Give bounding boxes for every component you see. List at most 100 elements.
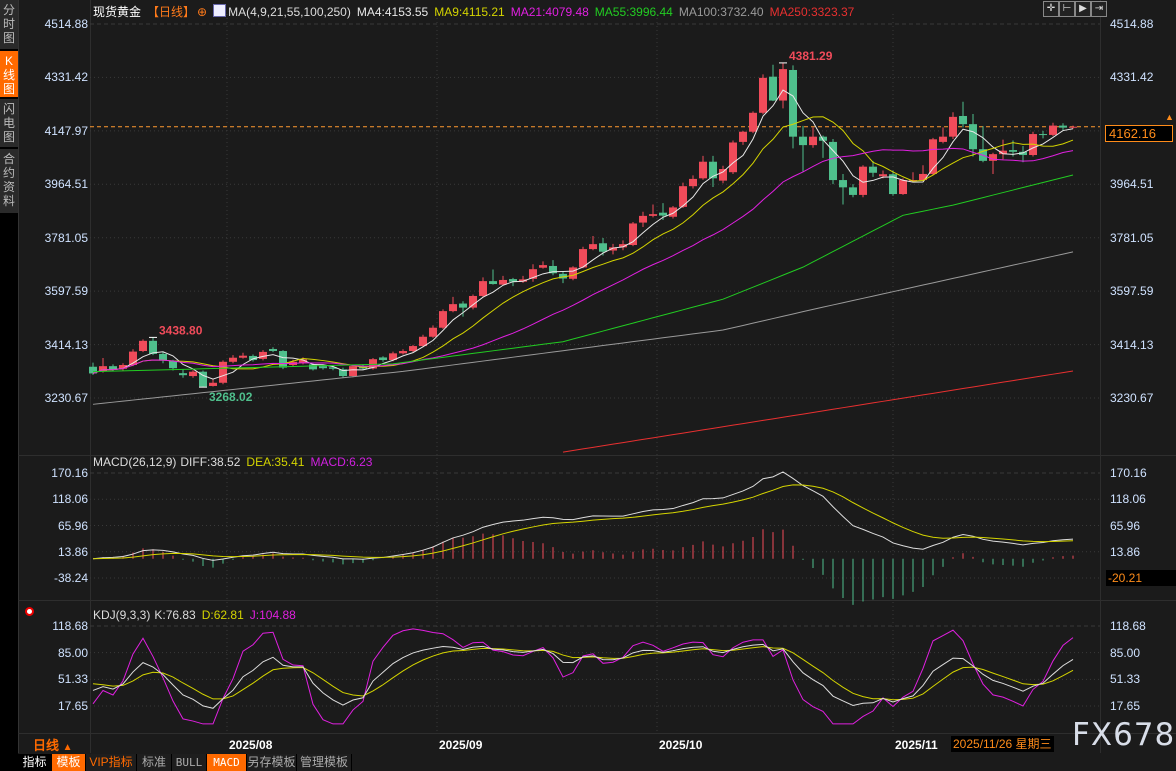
candle: [959, 101, 967, 128]
ma9-value: MA9:4115.21: [434, 5, 505, 19]
candle: [179, 369, 187, 378]
candle: [419, 334, 427, 348]
candle-body: [669, 207, 677, 217]
indicator-chart-icon[interactable]: [213, 4, 227, 17]
crosshair-icon[interactable]: ✛: [1043, 1, 1059, 17]
kdj-tick-left: 17.65: [57, 699, 88, 713]
kdj-d: D:62.81: [201, 608, 244, 622]
candle: [919, 165, 927, 182]
candle-body: [329, 367, 337, 369]
candle: [809, 127, 817, 148]
ma-params: MA(4,9,21,55,100,250): [228, 5, 351, 19]
candle: [609, 243, 617, 255]
candle: [479, 277, 487, 298]
candle-body: [239, 355, 247, 358]
candle-body: [499, 279, 507, 285]
candle-body: [89, 366, 97, 374]
price-tick-right: 4514.88: [1110, 17, 1154, 31]
candle-body: [659, 212, 667, 216]
sidebar-tab-flash[interactable]: 闪电图: [0, 99, 18, 147]
candle-body: [259, 351, 267, 359]
toolbar-indicators[interactable]: 指标: [18, 754, 52, 771]
candle: [529, 264, 537, 282]
watermark-logo: FX678: [1072, 717, 1176, 753]
toolbar-standard[interactable]: 标准: [137, 754, 172, 771]
caret-up-icon: ▲: [62, 742, 73, 753]
price-tick-left: 4514.88: [44, 17, 88, 31]
candle: [949, 112, 957, 140]
candle: [1059, 123, 1067, 131]
candle-body: [809, 136, 817, 146]
candle-body: [479, 281, 487, 296]
candle-body: [619, 244, 627, 248]
candle: [749, 111, 757, 134]
period-label: 【日线】: [147, 5, 196, 19]
cursor-date: 2025/11/26 星期三: [951, 736, 1054, 752]
sidebar-tab-timeshare[interactable]: 分时图: [0, 0, 18, 49]
toolbar-save-template[interactable]: 另存模板: [247, 754, 297, 771]
candle-body: [559, 273, 567, 279]
candle: [219, 360, 227, 385]
ma55-value: MA55:3996.44: [594, 5, 673, 19]
kdj-k: K:76.83: [154, 608, 196, 622]
toolbar-manage-templates[interactable]: 管理模板: [297, 754, 352, 771]
candle: [639, 211, 647, 227]
candle: [109, 364, 117, 372]
candle-body: [889, 174, 897, 195]
sidebar-tab-contract-info[interactable]: 合约资料: [0, 149, 18, 213]
candle-body: [389, 353, 397, 361]
price-tick-right: 3230.67: [1110, 391, 1154, 405]
play-forward-icon[interactable]: ▶: [1075, 1, 1091, 17]
macd-cursor-value: -20.21: [1106, 570, 1176, 586]
price-tick-left: 4147.97: [44, 123, 88, 138]
scroll-end-icon[interactable]: ⇥: [1091, 1, 1107, 17]
candle-body: [379, 357, 387, 361]
candle-body: [1039, 134, 1047, 136]
candle: [689, 175, 697, 189]
candle: [1039, 130, 1047, 139]
candle: [159, 351, 167, 364]
price-tick-right: 3414.13: [1110, 337, 1154, 352]
zoom-range-icon[interactable]: ⊢: [1059, 1, 1075, 17]
sidebar-tab-kline[interactable]: K线图: [0, 51, 18, 97]
candle-body: [589, 244, 597, 250]
period-indicator[interactable]: 日线 ▲: [33, 738, 73, 755]
price-tick-left: 3597.59: [44, 284, 88, 299]
candle-body: [429, 327, 437, 337]
candle-body: [769, 76, 777, 101]
candle-body: [939, 136, 947, 142]
toolbar-macd[interactable]: MACD: [207, 754, 247, 771]
ma250-value: MA250:3323.37: [769, 5, 855, 19]
x-tick-label: 2025/09: [439, 738, 483, 752]
candle: [1069, 125, 1077, 129]
toolbar-vip-indicators[interactable]: VIP指标: [86, 754, 137, 771]
toolbar-bull[interactable]: BULL: [172, 754, 207, 771]
candle: [789, 65, 797, 149]
macd-title: MACD(26,12,9): [93, 455, 177, 469]
macd-tick-right: 13.86: [1110, 544, 1141, 559]
candle-body: [109, 366, 117, 370]
main-legend: 现货黄金 【日线】 ⊕ MA(4,9,21,55,100,250) MA4:4153.5…: [93, 3, 860, 20]
x-tick-label: 2025/11: [895, 738, 938, 752]
candle: [669, 205, 677, 219]
candle: [899, 178, 907, 195]
candle: [679, 182, 687, 209]
candle: [1019, 145, 1027, 163]
toolbar-template[interactable]: 模板: [52, 754, 86, 771]
candle: [849, 184, 857, 198]
candle-body: [369, 359, 377, 369]
extreme-label: 3438.80: [159, 323, 203, 337]
kdj-j: J:104.88: [249, 608, 296, 622]
kdj-k-line: [92, 643, 1074, 709]
add-indicator-icon[interactable]: ⊕: [197, 5, 208, 19]
candle: [229, 355, 237, 364]
candle: [389, 351, 397, 362]
candle-body: [129, 351, 137, 365]
candle-body: [849, 187, 857, 195]
record-dot-icon[interactable]: [25, 607, 34, 616]
candle: [379, 356, 387, 362]
ma4-line: [92, 89, 1074, 380]
candle-body: [419, 336, 427, 347]
candle-body: [349, 366, 357, 377]
